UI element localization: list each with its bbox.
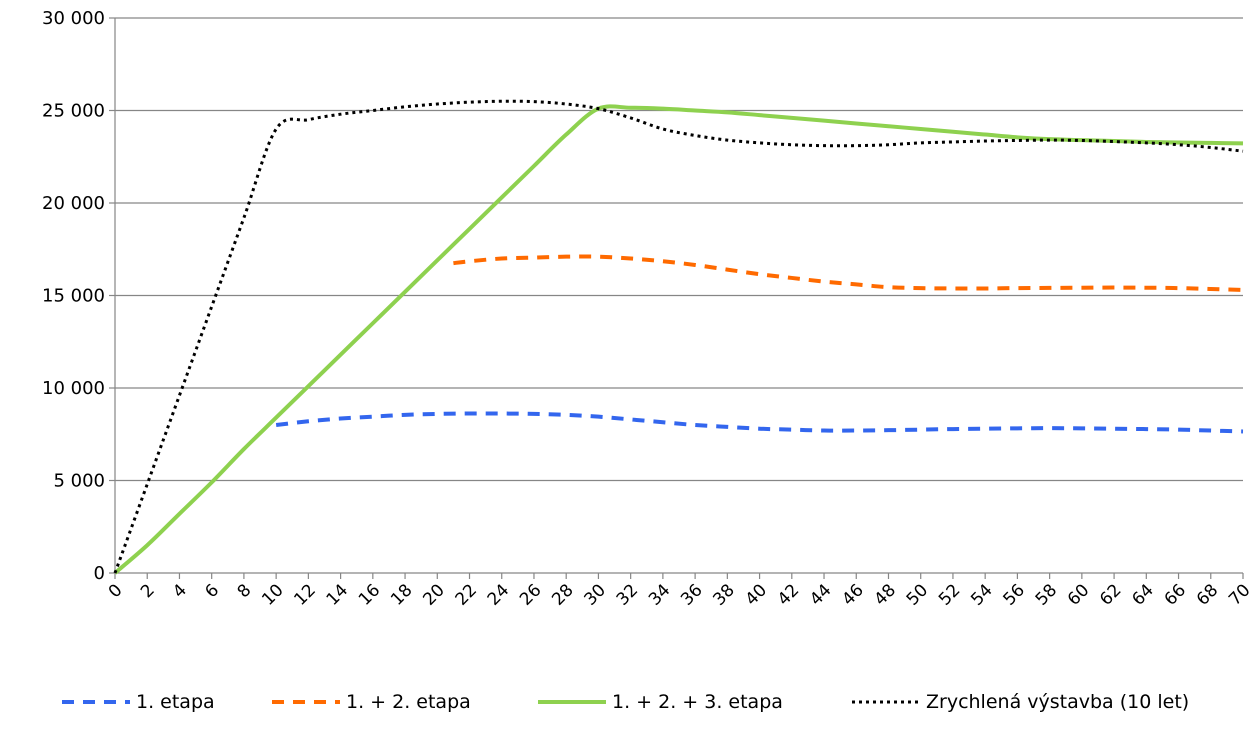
y-tick-labels: 0 5 000 10 000 15 000 20 000 25 000 30 000 xyxy=(42,8,105,584)
x-tick-label: 48 xyxy=(871,580,900,609)
y-tick-label: 5 000 xyxy=(53,471,105,492)
series-line-2 xyxy=(453,254,1244,292)
series-line-3 xyxy=(113,104,1244,575)
x-tick-label: 36 xyxy=(677,580,706,609)
x-tick-label: 30 xyxy=(581,580,610,609)
legend-label: 1. + 2. etapa xyxy=(346,691,471,713)
series-line-1 xyxy=(275,411,1244,434)
series-lines xyxy=(113,99,1244,575)
x-tick-label: 8 xyxy=(234,580,256,602)
x-tick-label: 56 xyxy=(999,580,1028,609)
x-tick-label: 26 xyxy=(516,580,545,609)
legend-label: Zrychlená výstavba (10 let) xyxy=(926,691,1189,713)
series-line-4 xyxy=(113,99,1244,574)
y-tick-label: 30 000 xyxy=(42,8,105,29)
x-tick-label: 58 xyxy=(1032,580,1061,609)
y-tick-label: 20 000 xyxy=(42,193,105,214)
legend: 1. etapa 1. + 2. etapa 1. + 2. + 3. etapa Z… xyxy=(62,691,1189,713)
x-tick-label: 34 xyxy=(645,580,674,609)
x-tick-label: 22 xyxy=(452,580,481,609)
x-tick-label: 24 xyxy=(484,580,513,609)
x-tick-label: 60 xyxy=(1064,580,1093,609)
y-tick-label: 15 000 xyxy=(42,286,105,307)
legend-item-3: 1. + 2. + 3. etapa xyxy=(538,691,783,713)
x-tick-label: 20 xyxy=(419,580,448,609)
x-tick-label: 44 xyxy=(806,580,835,609)
legend-label: 1. + 2. + 3. etapa xyxy=(612,691,783,713)
legend-item-4: Zrychlená výstavba (10 let) xyxy=(852,691,1189,713)
x-tick-label: 38 xyxy=(709,580,738,609)
y-tick-label: 10 000 xyxy=(42,378,105,399)
legend-item-1: 1. etapa xyxy=(62,691,215,713)
x-tick-label: 2 xyxy=(137,580,159,602)
x-tick-label: 62 xyxy=(1096,580,1125,609)
x-tick-label: 18 xyxy=(387,580,416,609)
x-tick-label: 14 xyxy=(323,580,352,609)
x-tick-label: 10 xyxy=(258,580,287,609)
legend-label: 1. etapa xyxy=(136,691,215,713)
x-tick-label: 4 xyxy=(169,580,191,602)
x-tick-label: 66 xyxy=(1161,580,1190,609)
x-tick-label: 68 xyxy=(1193,580,1222,609)
y-tick-label: 25 000 xyxy=(42,101,105,122)
x-tick-label: 0 xyxy=(105,580,127,602)
x-tick-label: 28 xyxy=(548,580,577,609)
x-tick-label: 32 xyxy=(613,580,642,609)
axes xyxy=(109,17,1244,579)
x-tick-label: 6 xyxy=(201,580,223,602)
x-tick-label: 42 xyxy=(774,580,803,609)
x-tick-labels: 0 2 4 6 8 10 12 14 16 18 20 22 24 26 28 30 32 34 36 38 40 42 4… xyxy=(105,580,1250,609)
legend-item-2: 1. + 2. etapa xyxy=(272,691,471,713)
x-tick-label: 54 xyxy=(967,580,996,609)
y-tick-label: 0 xyxy=(94,563,105,584)
x-tick-label: 50 xyxy=(903,580,932,609)
x-tick-label: 52 xyxy=(935,580,964,609)
x-tick-label: 12 xyxy=(290,580,319,609)
x-tick-label: 64 xyxy=(1128,580,1157,609)
x-tick-label: 40 xyxy=(742,580,771,609)
x-tick-label: 70 xyxy=(1225,580,1250,609)
x-tick-label: 16 xyxy=(355,580,384,609)
x-tick-label: 46 xyxy=(838,580,867,609)
